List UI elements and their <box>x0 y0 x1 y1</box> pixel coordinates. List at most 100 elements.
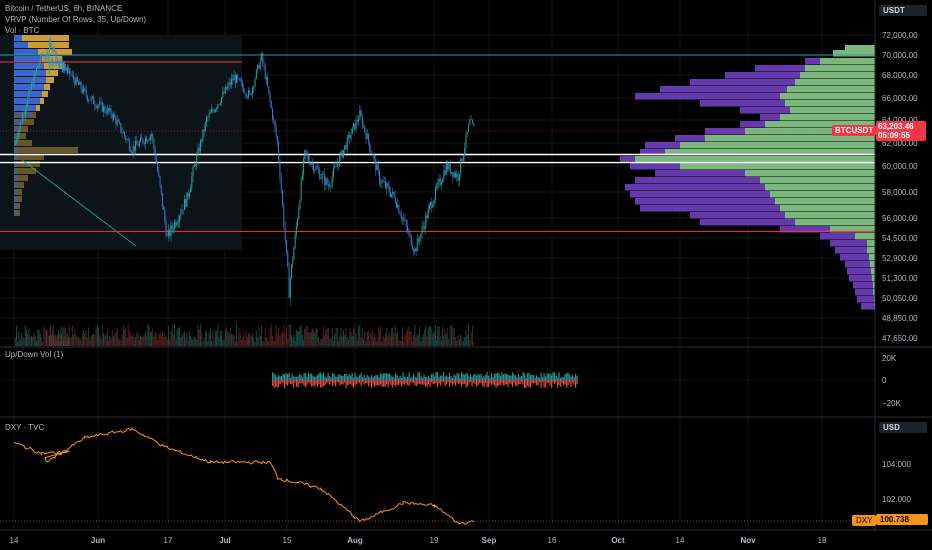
price-axis[interactable]: 72,000.00 70,000.00 68,000.00 66,000.00 64,0… <box>882 31 918 343</box>
volume-bar <box>109 335 111 346</box>
up-vol-bar <box>348 373 350 380</box>
volume-bar <box>422 333 424 346</box>
up-vol-bar <box>489 377 491 380</box>
vp-row-left-up <box>14 49 38 55</box>
candle-body <box>53 62 55 66</box>
down-vol-bar <box>548 380 550 383</box>
volume-bar <box>291 334 293 346</box>
volume-bar <box>74 328 76 346</box>
volume-bar <box>29 336 31 346</box>
trendline[interactable] <box>21 159 137 247</box>
up-vol-bar <box>554 372 556 380</box>
time-axis-label: 16 <box>548 536 557 545</box>
vrvp-legend[interactable]: VRVP (Number Of Rows, 35, Up/Down) <box>5 15 147 24</box>
volume-bar <box>364 331 366 346</box>
volume-bar <box>234 341 236 346</box>
candle-body <box>217 104 219 109</box>
candle-body <box>233 75 235 81</box>
candle-body <box>271 108 273 120</box>
volume-bar <box>185 338 187 346</box>
candle-body <box>177 221 179 223</box>
down-vol-bar <box>540 380 542 388</box>
candle-body <box>149 135 151 140</box>
up-vol-bar <box>375 375 377 380</box>
volume-bar <box>47 329 49 346</box>
candle-body <box>192 166 194 177</box>
up-vol-bar <box>512 372 514 380</box>
volume-bar <box>365 341 367 346</box>
up-vol-bar <box>437 372 439 380</box>
price-axis-label: 58,000.00 <box>882 188 918 197</box>
down-vol-bar <box>354 380 356 386</box>
volume-bar <box>306 326 308 346</box>
down-vol-bar <box>375 380 377 386</box>
dxy-axis[interactable]: 104.000 102.000 <box>882 460 911 504</box>
up-vol-bar <box>423 374 425 380</box>
up-vol-bar <box>470 374 472 380</box>
candle-body <box>421 226 423 234</box>
vp-row-down <box>690 212 875 219</box>
volume-bar <box>315 328 317 346</box>
up-vol-bar <box>384 373 386 380</box>
volume-bar <box>284 332 286 346</box>
vp-row-down <box>660 86 875 93</box>
candle-body <box>144 138 146 144</box>
updown-vol-legend[interactable]: Up/Down Vol (1) <box>5 350 64 359</box>
volume-bar <box>160 335 162 346</box>
volume-bar <box>253 337 255 346</box>
candle-body <box>63 64 65 71</box>
volume-bar <box>192 339 194 346</box>
volume-bar <box>239 332 241 346</box>
up-vol-bar <box>452 377 454 380</box>
volume-bar <box>177 327 179 346</box>
up-vol-bar <box>521 375 523 380</box>
down-vol-bar <box>572 380 574 383</box>
candle-body <box>303 158 305 175</box>
candle-body <box>148 139 150 141</box>
down-vol-bar <box>318 380 320 385</box>
volume-bar <box>262 340 264 346</box>
candle-body <box>360 110 362 116</box>
candle-body <box>62 62 64 71</box>
candle-body <box>354 123 356 130</box>
dxy-tag-value: 100.738 <box>876 514 928 525</box>
volume-axis[interactable]: 20K 0 −20K <box>882 354 902 408</box>
down-vol-bar <box>288 380 290 383</box>
candle-body <box>83 87 85 93</box>
candle-body <box>331 176 333 185</box>
time-axis[interactable]: 14 Jun 17 Jul 15 Aug 19 Sep 16 Oct 14 Nov 18 <box>10 536 827 545</box>
volume-bar <box>454 337 456 346</box>
candle-body <box>437 182 439 188</box>
down-vol-bar <box>425 380 427 387</box>
vp-row-left-up <box>14 203 18 209</box>
down-vol-bar <box>552 380 554 383</box>
candle-body <box>96 105 98 108</box>
dxy-legend[interactable]: DXY · TVC <box>5 423 45 432</box>
vp-row-down <box>820 233 875 240</box>
candle-body <box>88 100 90 102</box>
horizontal-levels[interactable] <box>0 54 875 232</box>
volume-bar <box>254 341 256 346</box>
candle-body <box>400 215 402 219</box>
down-vol-bar <box>480 380 482 384</box>
candle-body <box>430 202 432 205</box>
candle-body <box>37 66 39 69</box>
symbol-title[interactable]: Bitcoin / TetherUS, 6h, BINANCE <box>5 4 123 13</box>
up-vol-bar <box>432 373 434 380</box>
down-vol-bar <box>497 380 499 386</box>
volume-bar <box>340 328 342 346</box>
currency-label-usdt[interactable]: USDT <box>879 5 927 16</box>
candle-body <box>295 226 297 235</box>
currency-label-usd[interactable]: USD <box>879 422 927 433</box>
vp-row-left-down <box>14 189 22 195</box>
candle-body <box>382 180 384 182</box>
down-vol-bar <box>363 380 365 385</box>
down-vol-bar <box>534 380 536 383</box>
volume-bar <box>143 334 145 346</box>
down-vol-bar <box>509 380 511 384</box>
volume-legend[interactable]: Vol · BTC <box>5 26 40 35</box>
up-vol-bar <box>419 372 421 380</box>
candle-body <box>424 226 426 229</box>
candle-body <box>367 133 369 143</box>
